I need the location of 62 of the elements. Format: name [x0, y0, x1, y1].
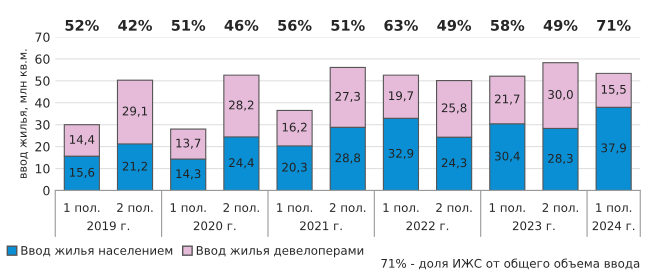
data-label: 30,0 [548, 90, 573, 100]
legend-label: Ввод жилья девелоперами [196, 246, 364, 258]
x-tick-label: 1 пол. [596, 203, 632, 212]
x-tick-label: 2 пол. [117, 203, 152, 212]
text: 2019 г. [87, 221, 130, 230]
text: 56% [278, 20, 312, 31]
y-tick-label: 30 [35, 120, 50, 130]
x-tick-label: 1 пол. [383, 203, 418, 212]
data-label: 32,9 [388, 148, 414, 159]
x-tick-label: 1 пол. [64, 203, 100, 212]
text: 51% [331, 20, 365, 31]
text: 52% [66, 20, 99, 31]
text: 2024 г. [592, 221, 634, 230]
text: 49% [437, 20, 472, 31]
text: 71% - доля ИЖС от общего объема ввода [381, 258, 640, 270]
data-label: 37,9 [601, 143, 626, 154]
x-tick-label: 2 пол. [436, 203, 472, 212]
data-label: 24,4 [229, 158, 254, 168]
text: 46% [224, 20, 258, 31]
x-tick-label: 1 пол. [170, 203, 206, 212]
y-tick-label: 40 [35, 98, 50, 108]
text: 58% [490, 20, 524, 31]
x-tick-label: 2 пол. [542, 203, 578, 212]
y-axis-title: ввод жилья, млн кв.м. [20, 50, 28, 178]
y-tick-label: 50 [35, 76, 50, 86]
data-label: 15,6 [70, 168, 94, 178]
text: 42% [118, 20, 152, 31]
x-tick-label: 1 пол. [277, 203, 312, 212]
y-tick-label: 60 [35, 54, 50, 64]
text: 2023 г. [512, 221, 554, 230]
data-label: 14,3 [176, 169, 200, 180]
data-label: 29,1 [122, 106, 148, 117]
y-tick-label: 70 [36, 32, 50, 42]
text: 2021 г. [300, 221, 342, 230]
text: 2020 г. [194, 221, 236, 230]
data-label: 30,4 [495, 152, 520, 162]
y-tick-label: 0 [43, 186, 50, 196]
y-tick-label: 10 [36, 164, 50, 174]
data-label: 21,7 [495, 94, 520, 105]
data-label: 16,2 [282, 122, 307, 133]
text: 63% [384, 20, 418, 31]
x-tick-label: 2 пол. [224, 203, 259, 212]
data-label: 28,2 [229, 100, 254, 111]
text: 2022 г. [406, 221, 448, 230]
data-label: 19,7 [389, 91, 414, 102]
data-label: 13,7 [176, 138, 200, 149]
data-label: 27,3 [335, 92, 360, 102]
text: 71% [597, 20, 631, 31]
y-tick-label: 20 [35, 142, 50, 152]
x-tick-label: 1 пол. [490, 203, 525, 212]
data-label: 25,8 [442, 103, 466, 114]
data-label: 28,8 [335, 153, 360, 164]
text: 51% [172, 20, 206, 31]
data-label: 21,2 [122, 162, 147, 172]
data-label: 20,3 [282, 162, 307, 173]
data-label: 15,5 [602, 85, 626, 95]
text: 49% [544, 20, 578, 31]
legend-label: Ввод жилья населением [21, 246, 172, 256]
data-label: 28,3 [548, 154, 573, 164]
data-label: 14,4 [70, 135, 94, 146]
data-label: 24,3 [442, 158, 466, 168]
x-tick-label: 2 пол. [330, 203, 366, 212]
